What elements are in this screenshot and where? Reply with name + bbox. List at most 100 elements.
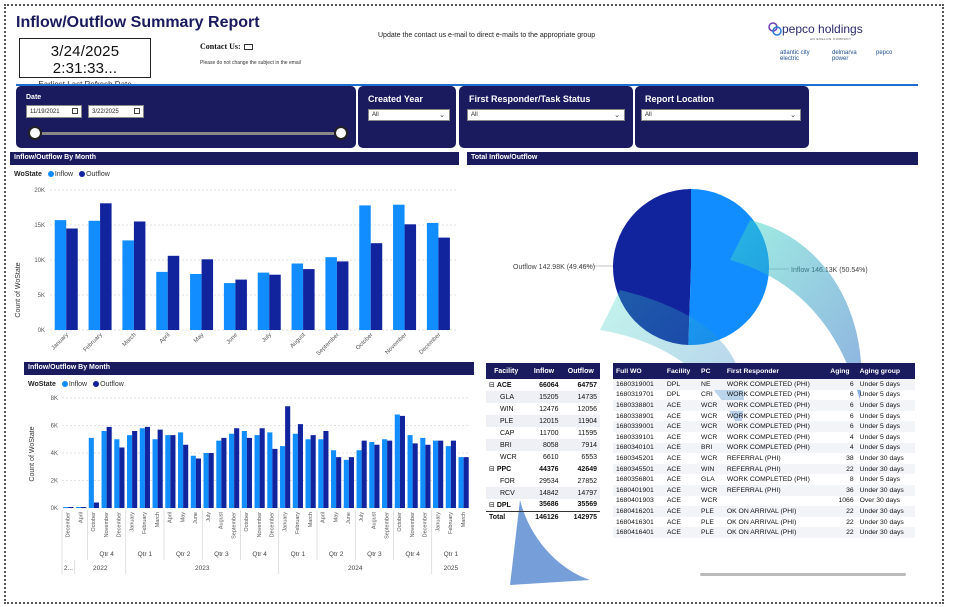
outflow-bar[interactable]: [361, 440, 367, 508]
inflow-bar[interactable]: [267, 432, 273, 508]
inflow-bar[interactable]: [190, 455, 196, 508]
inflow-bar[interactable]: [257, 272, 270, 330]
facility-col-header[interactable]: Facility: [486, 363, 527, 379]
table-row[interactable]: RCV 14842 14797: [486, 487, 600, 499]
inflow-bar[interactable]: [445, 446, 451, 508]
outflow-bar[interactable]: [269, 274, 281, 330]
inflow-bar[interactable]: [305, 439, 311, 508]
table-row[interactable]: 1680339101 ACE WCR WORK COMPLETED (PHI) 4 Und…: [613, 432, 915, 443]
outflow-bar[interactable]: [235, 279, 247, 330]
outflow-bar[interactable]: [106, 426, 112, 508]
outflow-bar[interactable]: [170, 435, 176, 508]
inflow-bar[interactable]: [114, 439, 120, 508]
inflow-bar[interactable]: [54, 220, 67, 330]
table-row[interactable]: 1680416201 ACE PLE OK ON ARRIVAL (PHI) 22 Und…: [613, 506, 915, 517]
table-row[interactable]: PLE 12015 11904: [486, 415, 600, 427]
timeline-legend-inflow[interactable]: Inflow: [68, 381, 88, 388]
date-range-start-handle[interactable]: [28, 126, 42, 140]
outflow-bar[interactable]: [297, 424, 303, 508]
table-row[interactable]: 1680345501 ACE WIN REFERRAL (PHI) 22 Under 30…: [613, 463, 915, 475]
outflow-bar[interactable]: [183, 444, 189, 508]
outflow-bar[interactable]: [133, 221, 146, 331]
outflow-bar[interactable]: [195, 458, 201, 509]
timeline-legend-outflow[interactable]: Outflow: [100, 381, 124, 388]
table-row[interactable]: ⊟ PPC 44376 42649: [486, 463, 600, 475]
collapse-icon[interactable]: ⊟: [489, 501, 497, 509]
outflow-bar[interactable]: [285, 406, 291, 508]
inflow-bar[interactable]: [139, 428, 145, 508]
outflow-bar[interactable]: [272, 448, 278, 508]
outflow-bar[interactable]: [119, 447, 125, 509]
outflow-bar[interactable]: [208, 453, 214, 508]
outflow-bar[interactable]: [93, 502, 99, 509]
outflow-bar[interactable]: [310, 435, 316, 508]
outflow-bar[interactable]: [221, 437, 227, 508]
monthly-legend-outflow[interactable]: Outflow: [86, 171, 110, 178]
table-row[interactable]: ⊟ DPL 35686 35569: [486, 499, 600, 511]
date-range-end-handle[interactable]: [334, 126, 348, 140]
date-end-input[interactable]: 3/22/2025: [88, 105, 144, 118]
outflow-bar[interactable]: [144, 426, 150, 508]
inflow-bar[interactable]: [343, 459, 349, 508]
wo-col-header[interactable]: Facility: [663, 363, 699, 379]
inflow-bar[interactable]: [458, 457, 464, 508]
outflow-bar[interactable]: [348, 457, 354, 508]
outflow-bar[interactable]: [399, 415, 405, 508]
outflow-bar[interactable]: [201, 259, 214, 330]
inflow-bar[interactable]: [280, 446, 286, 508]
inflow-bar[interactable]: [369, 442, 375, 508]
location-dropdown[interactable]: All ⌄: [641, 109, 801, 121]
inflow-bar[interactable]: [393, 204, 405, 330]
table-row[interactable]: BRI 8058 7914: [486, 439, 600, 451]
inflow-bar[interactable]: [394, 414, 400, 509]
facility-col-header[interactable]: Inflow: [526, 363, 562, 379]
outflow-bar[interactable]: [438, 440, 444, 508]
inflow-bar[interactable]: [156, 271, 168, 330]
inflow-bar[interactable]: [433, 440, 439, 508]
inflow-bar[interactable]: [356, 450, 362, 508]
monthly-legend-inflow[interactable]: Inflow: [54, 171, 74, 178]
outflow-bar[interactable]: [387, 440, 393, 508]
inflow-bar[interactable]: [292, 433, 298, 508]
inflow-bar[interactable]: [223, 283, 236, 330]
inflow-bar[interactable]: [88, 220, 101, 330]
outflow-bar[interactable]: [404, 224, 417, 330]
table-row[interactable]: 1680345201 ACE WCR REFERRAL (PHI) 38 Under 30…: [613, 453, 915, 464]
date-range-track[interactable]: [34, 132, 344, 135]
table-row[interactable]: 1680338801 ACE WCR WORK COMPLETED (PHI) 6 Und…: [613, 400, 915, 411]
table-row[interactable]: 1680339001 ACE WCR WORK COMPLETED (PHI) 6 Und…: [613, 421, 915, 432]
inflow-bar[interactable]: [331, 450, 337, 508]
inflow-bar[interactable]: [63, 507, 69, 508]
inflow-bar[interactable]: [325, 257, 337, 330]
table-row[interactable]: 1680416301 ACE PLE OK ON ARRIVAL (PHI) 22 Und…: [613, 517, 915, 528]
inflow-bar[interactable]: [203, 453, 209, 508]
inflow-bar[interactable]: [152, 439, 158, 508]
outflow-bar[interactable]: [370, 243, 383, 330]
inflow-bar[interactable]: [318, 439, 324, 508]
created-year-dropdown[interactable]: All ⌄: [368, 109, 450, 121]
inflow-bar[interactable]: [229, 433, 235, 508]
table-row[interactable]: WIN 12476 12056: [486, 403, 600, 415]
inflow-bar[interactable]: [426, 222, 439, 330]
table-row[interactable]: 1680340101 ACE BRI WORK COMPLETED (PHI) 4 Und…: [613, 442, 915, 454]
collapse-icon[interactable]: ⊟: [489, 382, 497, 389]
table-row[interactable]: GLA 15205 14735: [486, 391, 600, 403]
inflow-bar[interactable]: [254, 435, 260, 508]
table-row[interactable]: WCR 6610 6553: [486, 451, 600, 463]
outflow-bar[interactable]: [412, 443, 418, 508]
table-row[interactable]: FOR 29534 27852: [486, 475, 600, 487]
inflow-bar[interactable]: [178, 432, 184, 508]
outflow-bar[interactable]: [132, 431, 138, 508]
outflow-bar[interactable]: [259, 428, 265, 508]
inflow-bar[interactable]: [241, 431, 247, 508]
date-start-input[interactable]: 11/19/2021: [26, 105, 82, 118]
wo-col-header[interactable]: Full WO: [613, 363, 664, 379]
table-row[interactable]: CAP 11700 11595: [486, 427, 600, 439]
inflow-bar[interactable]: [76, 507, 82, 508]
outflow-bar[interactable]: [246, 437, 252, 508]
inflow-bar[interactable]: [190, 274, 202, 330]
table-row[interactable]: 1680319001 DPL NE WORK COMPLETED (PHI) 6 Unde…: [613, 379, 915, 390]
inflow-bar[interactable]: [291, 263, 304, 331]
table-row[interactable]: 1680356801 ACE GLA WORK COMPLETED (PHI) 8 Und…: [613, 474, 915, 485]
outflow-bar[interactable]: [450, 440, 456, 508]
